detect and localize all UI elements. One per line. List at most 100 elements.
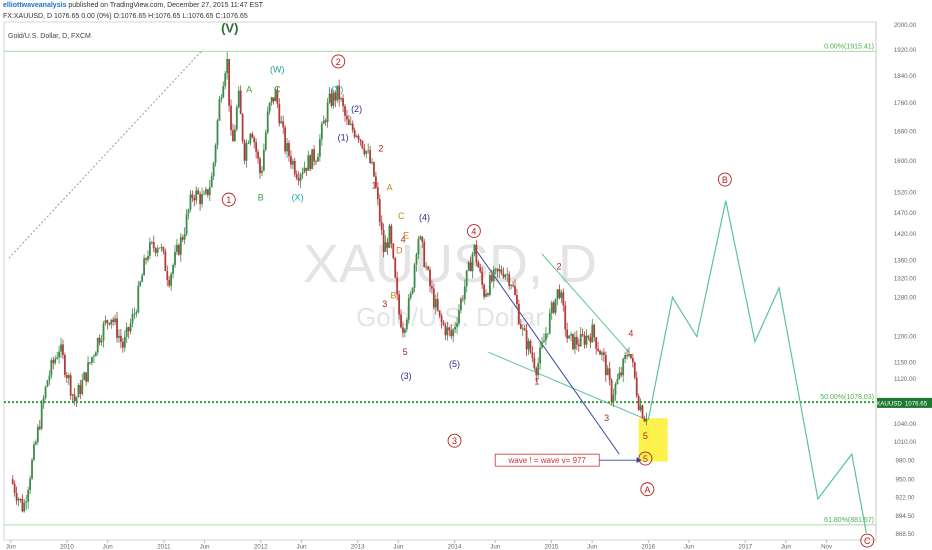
candle-body <box>94 352 97 357</box>
candle-body <box>585 335 588 345</box>
candle-body <box>423 241 426 267</box>
candle-body <box>608 368 611 380</box>
candle-body <box>33 444 35 460</box>
candle-body <box>56 357 59 359</box>
candle-body <box>255 142 258 152</box>
candle-body <box>270 97 273 103</box>
candle-body <box>436 298 439 311</box>
candle-body <box>233 129 236 142</box>
wave-label: B <box>722 175 728 185</box>
candle-body <box>295 174 298 179</box>
y-tick-label: 1040.00 <box>894 421 917 428</box>
candle-body <box>280 121 283 124</box>
candle-body <box>328 93 331 103</box>
candle-body <box>245 143 248 161</box>
candle-body <box>467 262 470 271</box>
candle-body <box>394 258 397 278</box>
candle-body <box>425 266 428 268</box>
candle-body <box>519 323 522 329</box>
candle-body <box>143 258 145 276</box>
candle-body <box>635 377 638 396</box>
candle-body <box>529 340 532 353</box>
candle-body <box>123 336 126 348</box>
candle-body <box>481 271 484 285</box>
candle-body <box>641 405 644 419</box>
wave-circle <box>640 482 655 497</box>
y-tick-label: 1360.00 <box>894 257 917 264</box>
candle-body <box>253 137 256 143</box>
fib-label: 50.00%(1078.03) <box>820 394 874 401</box>
wave-label: B <box>390 290 396 300</box>
candle-body <box>164 251 167 271</box>
candle-body <box>278 103 281 124</box>
x-tick-label: 2017 <box>738 544 752 550</box>
candle-body <box>469 262 472 272</box>
candle-body <box>118 335 120 338</box>
candle-body <box>330 93 333 106</box>
candle-body <box>369 150 372 163</box>
candle-body <box>293 160 296 175</box>
candle-body <box>599 350 601 355</box>
candle-body <box>454 326 457 330</box>
candle-body <box>148 242 151 256</box>
candle-body <box>340 98 343 100</box>
watermark-ticker: XAUUSD, D <box>303 234 597 294</box>
candle-body <box>568 335 571 339</box>
candle-body <box>125 327 128 337</box>
candle-body <box>288 143 290 157</box>
x-tick-label: 2013 <box>351 544 365 550</box>
candle-body <box>575 336 578 345</box>
wave-label: 2 <box>336 57 341 67</box>
candle-body <box>392 243 395 259</box>
candle-body <box>65 374 68 379</box>
fibonacci-levels: 0.00%(1915.41) 50.00%(1078.03) 61.80%(881.… <box>4 43 876 526</box>
wave-label: 3 <box>452 436 457 446</box>
candle-body <box>411 287 414 294</box>
candle-body <box>440 315 443 323</box>
candle-body <box>346 115 348 120</box>
candle-body <box>349 123 352 125</box>
candle-body <box>137 285 140 313</box>
wave-label: 1 <box>226 195 231 205</box>
candle-body <box>322 120 325 124</box>
candle-body <box>512 284 514 287</box>
candle-body <box>11 479 14 484</box>
author-link[interactable]: elliottwaveanalysis <box>3 2 67 9</box>
candle-body <box>616 378 619 384</box>
wave-label: 5 <box>403 347 408 357</box>
candle-body <box>100 340 103 343</box>
watermark-name: Gold/U.S. Dollar <box>356 302 544 332</box>
wave-label: 1 <box>534 376 539 386</box>
candle-body <box>187 209 190 215</box>
candle-body <box>139 281 142 286</box>
highlight-box <box>638 418 668 462</box>
candle-body <box>419 236 422 240</box>
candle-body <box>452 329 455 337</box>
candle-body <box>120 335 122 342</box>
candle-body <box>195 190 198 201</box>
candle-body <box>268 102 271 112</box>
candle-body <box>259 158 261 174</box>
candle-body <box>83 372 86 381</box>
x-tick-label: Jun <box>103 544 114 550</box>
candle-body <box>639 405 642 410</box>
y-tick-label: 894.50 <box>896 513 915 520</box>
candle-body <box>546 333 549 335</box>
candle-body <box>610 379 613 402</box>
publication-header: elliottwaveanalysis published on Trading… <box>3 2 263 9</box>
x-tick-label: 2014 <box>448 544 462 550</box>
candle-body <box>458 310 460 324</box>
candle-body <box>27 490 30 502</box>
candle-body <box>371 162 373 163</box>
candle-body <box>222 86 225 98</box>
wave-label: E <box>403 230 409 240</box>
wave-label: (3) <box>401 371 412 381</box>
wave-label: 3 <box>604 413 609 423</box>
candle-body <box>87 362 89 382</box>
trendlines <box>8 49 644 455</box>
symbol-label: Gold/U.S. Dollar, D, FXCM <box>8 33 91 40</box>
candle-body <box>407 298 410 320</box>
candle-body <box>13 483 16 493</box>
candle-body <box>21 498 24 512</box>
last-price-box <box>877 397 932 408</box>
